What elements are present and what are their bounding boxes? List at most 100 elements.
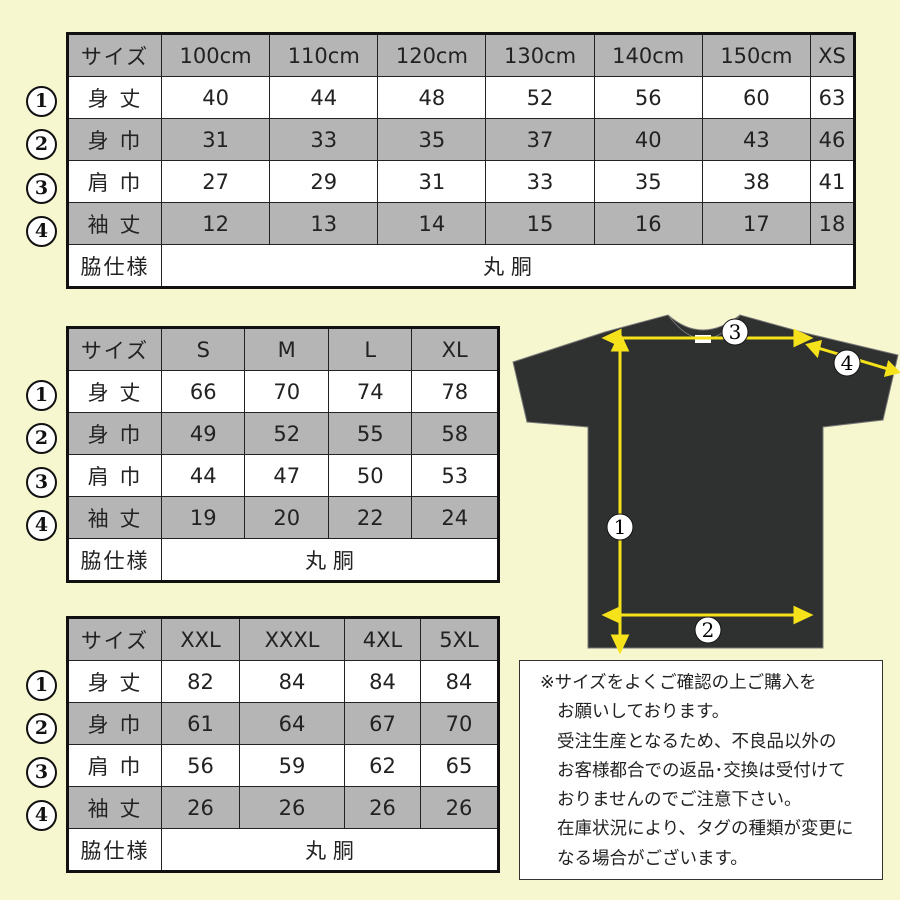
header-row: サイズ 100cm 110cm 120cm 130cm 140cm 150cm XS <box>67 33 856 77</box>
value-cell: 37 <box>485 118 595 161</box>
row-marker: 1 <box>26 380 57 411</box>
value-cell: 53 <box>411 454 499 497</box>
header-cell: サイズ <box>67 33 162 77</box>
footer-row: 脇仕様丸 胴 <box>67 538 499 582</box>
notice-line: お客様都合での返品･交換は受付けて <box>557 760 846 781</box>
header-cell: M <box>244 327 329 371</box>
value-cell: 26 <box>238 786 346 829</box>
value-cell: 67 <box>343 702 422 745</box>
value-cell: 63 <box>809 76 856 119</box>
header-cell: サイズ <box>67 327 162 371</box>
header-cell: 140cm <box>593 33 703 77</box>
header-cell: 130cm <box>485 33 595 77</box>
row-label: 身 巾 <box>67 118 162 161</box>
row-marker: 2 <box>26 713 57 745</box>
value-cell: 47 <box>244 454 329 497</box>
table-row: 肩 巾 56 59 62 65 <box>67 744 499 787</box>
row-label: 身 丈 <box>67 370 162 413</box>
size-table: サイズ 100cm 110cm 120cm 130cm 140cm 150cm XS 身 丈 40… <box>66 32 856 289</box>
footer-value: 丸 胴 <box>161 828 499 872</box>
svg-text:3: 3 <box>729 320 742 344</box>
svg-text:1: 1 <box>614 515 627 539</box>
value-cell: 66 <box>160 370 246 413</box>
value-cell: 56 <box>161 744 240 787</box>
value-cell: 60 <box>701 76 811 119</box>
value-cell: 44 <box>269 76 379 119</box>
notice-box: ※サイズをよくご確認の上ご購入を お願いしております。 受注生産となるため、不良… <box>519 660 883 880</box>
row-marker: 4 <box>26 799 57 831</box>
value-cell: 48 <box>377 76 487 119</box>
header-cell: 100cm <box>160 33 271 77</box>
value-cell: 22 <box>327 496 413 539</box>
row-marker: 1 <box>26 86 57 117</box>
footer-row: 脇仕様丸 胴 <box>67 244 855 288</box>
row-marker: 4 <box>26 215 57 247</box>
value-cell: 84 <box>420 660 499 703</box>
value-cell: 31 <box>377 160 487 203</box>
value-cell: 50 <box>327 454 413 497</box>
header-cell: 4XL <box>343 617 422 661</box>
value-cell: 46 <box>809 118 856 161</box>
header-row: サイズ XXL XXXL 4XL 5XL <box>67 617 499 661</box>
value-cell: 58 <box>411 412 499 455</box>
value-cell: 40 <box>593 118 703 161</box>
footer-row: 脇仕様丸 胴 <box>67 828 499 872</box>
row-label: 肩 巾 <box>67 160 162 203</box>
header-cell: XXXL <box>238 617 346 661</box>
value-cell: 56 <box>593 76 703 119</box>
value-cell: 70 <box>420 702 499 745</box>
value-cell: 74 <box>327 370 413 413</box>
value-cell: 35 <box>377 118 487 161</box>
row-label: 肩 巾 <box>67 744 162 787</box>
value-cell: 55 <box>327 412 413 455</box>
value-cell: 70 <box>244 370 329 413</box>
value-cell: 33 <box>269 118 379 161</box>
size-table: サイズ XXL XXXL 4XL 5XL 身 丈 82 84 84 84 身 巾 61 64 67 70 肩 … <box>66 616 500 873</box>
row-marker: 1 <box>26 670 57 701</box>
value-cell: 18 <box>809 202 856 245</box>
value-cell: 84 <box>238 660 346 703</box>
header-cell: 5XL <box>420 617 499 661</box>
row-marker: 2 <box>26 129 57 161</box>
value-cell: 65 <box>420 744 499 787</box>
table-row: 袖 丈 19 20 22 24 <box>67 496 499 539</box>
notice-line: お願いしております。 <box>557 702 730 723</box>
header-cell: XS <box>809 33 856 77</box>
header-cell: サイズ <box>67 617 162 661</box>
row-marker: 3 <box>26 172 57 204</box>
value-cell: 49 <box>160 412 246 455</box>
tshirt-diagram: 3 4 1 2 <box>512 314 900 655</box>
footer-label: 脇仕様 <box>67 828 162 872</box>
value-cell: 33 <box>485 160 595 203</box>
table-row: 身 丈 66 70 74 78 <box>67 370 499 413</box>
value-cell: 13 <box>269 202 379 245</box>
size-table: サイズ S M L XL 身 丈 66 70 74 78 身 巾 49 52 55 58 肩 巾 44 47 50 5… <box>66 326 500 583</box>
value-cell: 24 <box>411 496 499 539</box>
svg-text:4: 4 <box>841 351 854 375</box>
notice-line: ※サイズをよくご確認の上ご購入を <box>540 673 817 693</box>
row-marker: 3 <box>26 466 57 498</box>
value-cell: 29 <box>269 160 379 203</box>
value-cell: 43 <box>701 118 811 161</box>
footer-value: 丸 胴 <box>161 244 855 288</box>
value-cell: 19 <box>160 496 246 539</box>
value-cell: 52 <box>244 412 329 455</box>
header-cell: XXL <box>161 617 240 661</box>
table-row: 身 巾 31 33 35 37 40 43 46 <box>67 118 856 161</box>
notice-line: 受注生産となるため、不良品以外の <box>557 731 837 752</box>
row-label: 袖 丈 <box>67 786 162 829</box>
table-row: 身 丈 82 84 84 84 <box>67 660 499 703</box>
footer-label: 脇仕様 <box>67 538 162 582</box>
row-label: 身 丈 <box>67 660 162 703</box>
value-cell: 35 <box>593 160 703 203</box>
value-cell: 26 <box>161 786 240 829</box>
measure-markers: 3 4 1 2 <box>606 318 861 644</box>
row-marker: 3 <box>26 756 57 788</box>
value-cell: 20 <box>244 496 329 539</box>
value-cell: 82 <box>161 660 240 703</box>
value-cell: 17 <box>701 202 811 245</box>
row-label: 肩 巾 <box>67 454 162 497</box>
svg-text:2: 2 <box>702 618 715 642</box>
value-cell: 12 <box>160 202 271 245</box>
value-cell: 41 <box>809 160 856 203</box>
